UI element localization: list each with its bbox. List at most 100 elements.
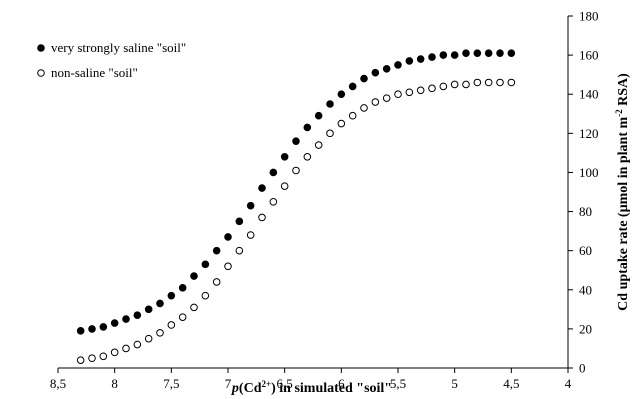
data-point-saline: [280, 153, 289, 161]
y-tick-label: 60: [579, 243, 592, 258]
y-tick-label: 120: [579, 126, 599, 141]
data-point-saline: [224, 233, 232, 241]
data-point-saline: [144, 305, 153, 314]
data-point-non-saline: [235, 246, 244, 255]
data-point-saline: [484, 49, 493, 57]
data-point-non-saline: [292, 166, 300, 175]
data-point-saline: [212, 246, 221, 255]
data-point-saline: [156, 299, 164, 308]
data-point-saline: [337, 90, 346, 99]
data-point-non-saline: [269, 197, 278, 206]
data-point-saline: [507, 49, 516, 57]
data-point-non-saline: [360, 104, 368, 112]
data-point-non-saline: [201, 291, 210, 300]
data-point-saline: [382, 65, 391, 73]
data-point-non-saline: [416, 86, 425, 95]
y-tick-label: 20: [579, 321, 592, 336]
data-point-non-saline: [190, 303, 198, 312]
data-point-non-saline: [178, 313, 187, 321]
data-point-saline: [348, 82, 357, 91]
data-point-saline: [269, 168, 278, 177]
data-point-saline: [246, 201, 255, 210]
x-tick-label: 5,5: [390, 376, 406, 391]
data-point-saline: [303, 123, 312, 132]
data-point-non-saline: [462, 80, 470, 89]
data-point-non-saline: [473, 78, 482, 87]
x-axis-title-main: (Cd: [239, 381, 262, 396]
y-axis-title-main: Cd uptake rate (µmol in plant m: [616, 117, 631, 311]
data-point-saline: [235, 217, 244, 226]
axes: [58, 16, 569, 369]
data-point-saline: [88, 325, 96, 333]
data-point-non-saline: [382, 94, 391, 102]
data-point-saline: [416, 55, 425, 63]
x-axis-title-italic: p: [231, 381, 239, 396]
data-point-non-saline: [156, 329, 164, 337]
data-point-non-saline: [303, 153, 312, 161]
data-point-non-saline: [496, 78, 504, 87]
legend-label-non-saline: non-saline "soil": [51, 65, 138, 80]
data-point-non-saline: [314, 141, 323, 149]
x-axis-title-tail: ) in simulated "soil": [271, 381, 392, 396]
data-point-non-saline: [144, 334, 153, 343]
x-tick-label: 4: [565, 376, 572, 391]
data-point-saline: [450, 51, 459, 59]
data-point-non-saline: [394, 90, 402, 99]
x-tick-label: 6: [338, 376, 345, 391]
x-tick-label: 6,5: [277, 376, 293, 391]
y-tick-label: 100: [579, 165, 599, 180]
data-point-non-saline: [326, 129, 334, 138]
y-tick-label: 40: [579, 282, 592, 297]
x-tick-label: 7,5: [163, 376, 179, 391]
legend-marker-non-saline: [37, 69, 45, 77]
data-point-saline: [167, 291, 176, 300]
data-point-saline: [122, 315, 130, 323]
x-tick-label: 8: [111, 376, 118, 391]
data-point-saline: [439, 51, 448, 59]
data-point-non-saline: [280, 182, 289, 190]
data-point-saline: [394, 61, 402, 69]
legend: very strongly saline "soil" non-saline "…: [37, 40, 186, 80]
y-tick-label: 80: [579, 204, 592, 219]
y-tick-label: 180: [579, 9, 599, 24]
x-axis-ticks: 8,5 8 7,5 7 6,5 6 5,5 5 4,5 4: [50, 368, 572, 391]
data-point-non-saline: [428, 84, 436, 93]
x-tick-label: 7: [225, 376, 232, 391]
y-axis-title-superscript: -2: [614, 109, 624, 117]
data-point-saline: [178, 284, 187, 292]
y-tick-label: 0: [579, 361, 586, 376]
data-point-saline: [371, 68, 380, 77]
data-point-saline: [428, 53, 436, 61]
data-point-saline: [326, 100, 334, 108]
data-point-non-saline: [348, 111, 357, 120]
y-tick-label: 160: [579, 48, 599, 63]
data-point-non-saline: [507, 78, 516, 87]
data-point-saline: [110, 319, 119, 327]
x-tick-label: 8,5: [50, 376, 66, 391]
data-point-non-saline: [405, 88, 414, 97]
data-point-saline: [360, 74, 368, 83]
x-axis-title-superscript: 2+: [261, 379, 271, 389]
data-point-non-saline: [371, 98, 380, 106]
data-point-non-saline: [88, 354, 96, 363]
x-tick-label: 4,5: [503, 376, 519, 391]
data-point-non-saline: [258, 213, 266, 222]
data-points: [76, 49, 516, 364]
data-point-saline: [258, 184, 266, 192]
data-point-non-saline: [484, 78, 493, 87]
data-point-saline: [190, 272, 198, 280]
data-point-saline: [462, 49, 470, 57]
data-point-non-saline: [110, 348, 119, 357]
legend-marker-saline: [37, 44, 45, 52]
x-axis-title: p(Cd2+) in simulated "soil": [231, 379, 392, 396]
y-tick-label: 140: [579, 87, 599, 102]
data-point-non-saline: [76, 356, 85, 364]
data-point-non-saline: [167, 321, 176, 329]
data-point-saline: [473, 49, 482, 57]
data-point-non-saline: [212, 278, 221, 286]
data-point-saline: [405, 57, 414, 65]
data-point-non-saline: [224, 262, 232, 271]
data-point-saline: [133, 311, 142, 320]
data-point-non-saline: [337, 119, 346, 128]
